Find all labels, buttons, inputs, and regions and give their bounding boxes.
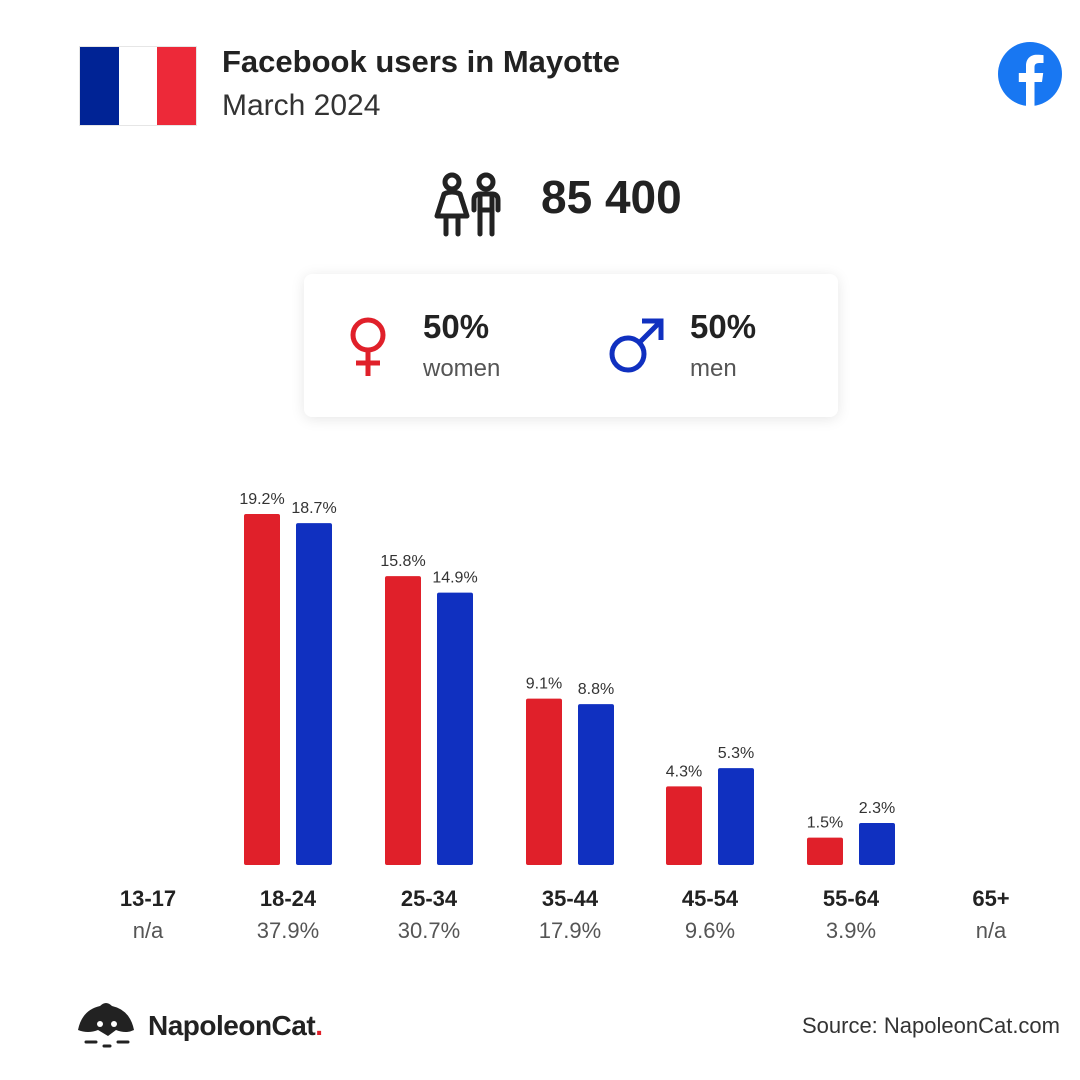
age-gender-bar-chart: 13-17 n/a 19.2% 18.7% 18-24 37.9% 15.8% 14.9% 25…: [120, 491, 1010, 943]
bar-women-25-34: [385, 576, 421, 865]
bar-men-25-34: [437, 592, 473, 865]
women-label: women: [423, 355, 501, 382]
data-label-men-45-54: 5.3%: [718, 745, 754, 762]
category-total-18-24: 37.9%: [257, 918, 319, 943]
total-users-count: 85 400: [541, 171, 682, 223]
napoleoncat-logo-icon: [78, 1003, 134, 1048]
bar-women-35-44: [526, 698, 562, 865]
bar-women-55-64: [807, 837, 843, 865]
data-label-women-18-24: 19.2%: [239, 491, 284, 508]
bar-men-35-44: [578, 704, 614, 865]
facebook-icon: [998, 42, 1062, 106]
bar-men-45-54: [718, 768, 754, 865]
brand-name: NapoleonCat.: [148, 1010, 323, 1042]
category-total-25-34: 30.7%: [398, 918, 460, 943]
data-label-men-25-34: 14.9%: [432, 570, 477, 587]
bar-men-55-64: [859, 822, 895, 865]
men-label: men: [690, 355, 737, 382]
flag-stripe-blue: [80, 47, 119, 125]
female-symbol-icon: [350, 317, 386, 376]
data-label-men-55-64: 2.3%: [859, 800, 895, 817]
category-total-13-17: n/a: [133, 918, 164, 943]
page-title: Facebook users in Mayotte: [222, 44, 620, 79]
data-label-women-25-34: 15.8%: [380, 553, 425, 570]
data-label-men-35-44: 8.8%: [578, 681, 614, 698]
flag-stripe-red: [157, 47, 197, 125]
gender-split-card: 50% women 50% men: [304, 274, 838, 417]
flag-stripe-white: [118, 47, 158, 125]
category-total-65+: n/a: [976, 918, 1007, 943]
category-label-65+: 65+: [972, 886, 1009, 911]
men-percent: 50%: [690, 308, 757, 345]
category-total-55-64: 3.9%: [826, 918, 876, 943]
data-label-women-55-64: 1.5%: [807, 815, 843, 832]
category-total-35-44: 17.9%: [539, 918, 601, 943]
category-total-45-54: 9.6%: [685, 918, 735, 943]
bar-women-45-54: [666, 786, 702, 865]
category-label-18-24: 18-24: [260, 886, 317, 911]
bar-women-18-24: [244, 514, 280, 865]
bar-men-18-24: [296, 523, 332, 865]
category-label-55-64: 55-64: [823, 886, 880, 911]
category-label-25-34: 25-34: [401, 886, 458, 911]
category-label-45-54: 45-54: [682, 886, 739, 911]
category-label-35-44: 35-44: [542, 886, 599, 911]
male-symbol-icon: [609, 318, 664, 373]
france-flag: [80, 47, 197, 125]
data-label-men-18-24: 18.7%: [291, 500, 336, 517]
data-label-women-35-44: 9.1%: [526, 676, 562, 693]
people-icon: [434, 172, 501, 237]
page-subtitle: March 2024: [222, 89, 381, 122]
women-percent: 50%: [423, 308, 490, 345]
source-credit: Source: NapoleonCat.com: [801, 1013, 1060, 1038]
brand-text: NapoleonCat: [148, 1010, 316, 1041]
data-label-women-45-54: 4.3%: [666, 763, 702, 780]
category-label-13-17: 13-17: [120, 886, 176, 911]
brand-dot: .: [315, 1010, 323, 1041]
